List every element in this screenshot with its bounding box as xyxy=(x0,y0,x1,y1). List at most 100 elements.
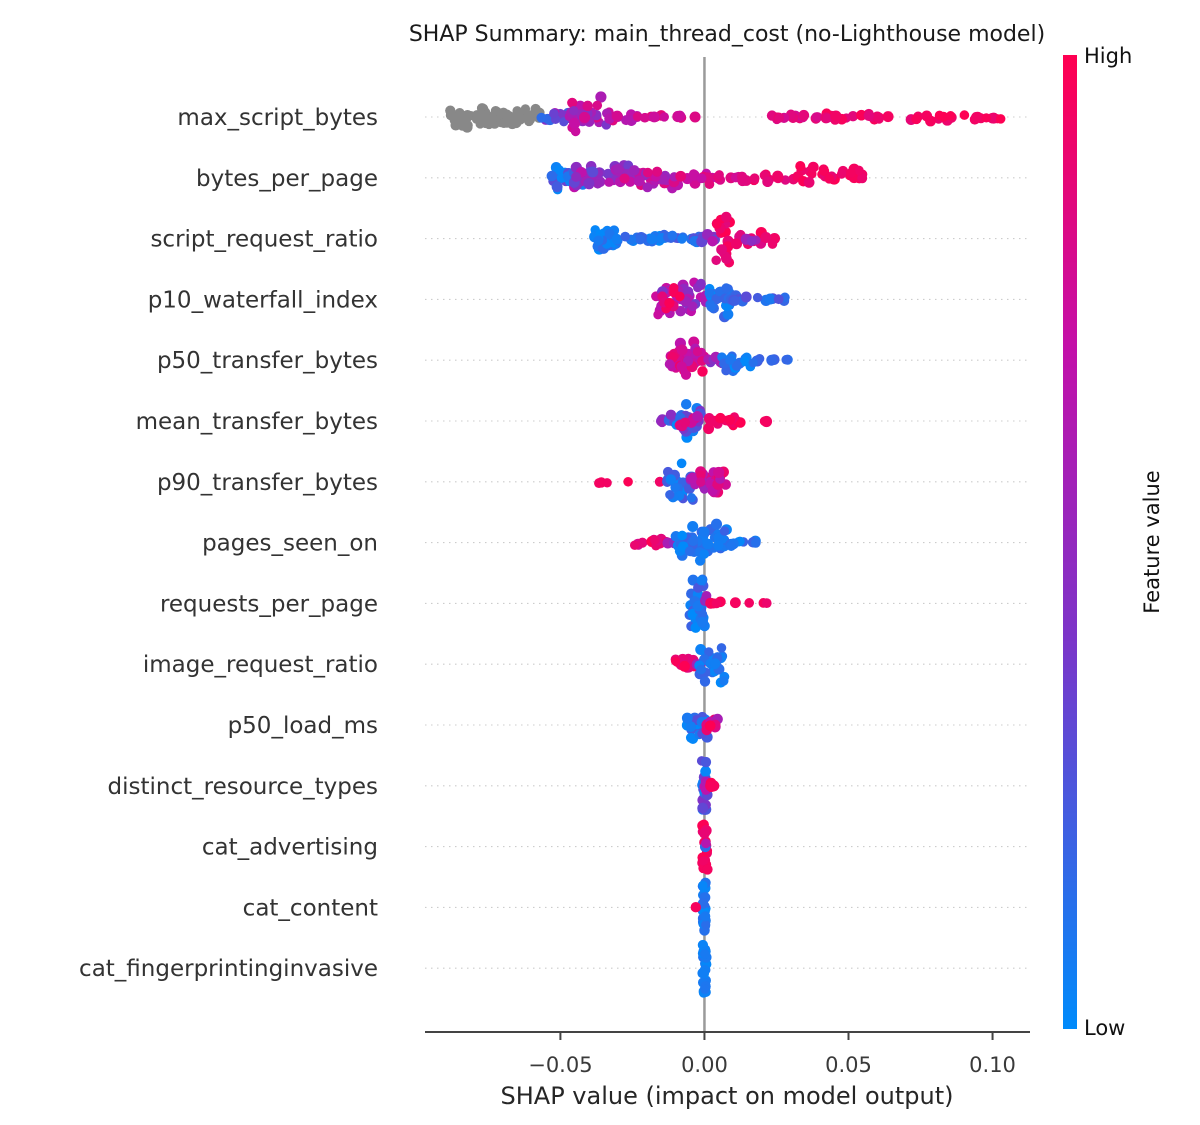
beeswarm-point xyxy=(687,301,698,312)
beeswarm-point xyxy=(692,346,703,357)
beeswarm-point xyxy=(759,416,770,426)
beeswarm-point xyxy=(911,113,922,125)
beeswarm-point xyxy=(659,112,669,122)
beeswarm-point xyxy=(445,110,456,121)
beeswarm-point xyxy=(845,168,856,179)
beeswarm-point xyxy=(697,802,709,814)
beeswarm-point xyxy=(579,111,591,123)
beeswarm-point xyxy=(454,118,466,129)
beeswarm-point xyxy=(680,398,692,410)
beeswarm-point xyxy=(635,234,646,245)
beeswarm-point xyxy=(772,170,784,182)
beeswarm-point xyxy=(724,414,736,426)
beeswarm-point xyxy=(934,110,945,121)
x-tick-label: 0.05 xyxy=(825,1053,872,1077)
beeswarm-point xyxy=(592,100,603,111)
beeswarm-point xyxy=(738,173,749,184)
beeswarm-point xyxy=(701,838,711,849)
beeswarm-point xyxy=(520,104,531,114)
x-tick-label: 0.10 xyxy=(969,1053,1016,1077)
beeswarm-point xyxy=(654,476,665,487)
beeswarm-point xyxy=(722,308,734,320)
colorbar-title: Feature value xyxy=(1140,470,1164,614)
beeswarm-point xyxy=(740,356,750,367)
beeswarm-point xyxy=(633,175,645,187)
beeswarm-point xyxy=(729,597,741,609)
beeswarm-point xyxy=(688,536,699,547)
feature-label: p50_load_ms xyxy=(228,713,378,739)
beeswarm-point xyxy=(766,354,777,366)
beeswarm-point xyxy=(593,235,604,246)
beeswarm-point xyxy=(570,126,581,137)
beeswarm-point xyxy=(773,294,784,305)
beeswarm-point xyxy=(677,530,688,541)
beeswarm-point xyxy=(653,310,663,320)
beeswarm-point xyxy=(945,111,956,121)
beeswarm-point xyxy=(726,541,737,551)
beeswarm-point xyxy=(981,113,991,123)
beeswarm-point xyxy=(612,163,623,174)
beeswarm-point xyxy=(674,110,686,122)
beeswarm-point xyxy=(696,173,707,184)
beeswarm-point xyxy=(714,170,724,180)
beeswarm-point xyxy=(774,113,784,123)
beeswarm-point xyxy=(677,234,687,244)
x-tick-label: −0.05 xyxy=(528,1053,592,1077)
beeswarm-point xyxy=(705,781,716,792)
beeswarm-point xyxy=(690,901,702,913)
beeswarm-point xyxy=(642,167,653,178)
beeswarm-point xyxy=(611,110,623,122)
colorbar xyxy=(1063,55,1077,1029)
beeswarm-point xyxy=(669,283,679,293)
beeswarm-point xyxy=(721,283,732,293)
beeswarm-point xyxy=(698,856,709,866)
beeswarm-point xyxy=(667,230,678,241)
beeswarm-point xyxy=(698,526,710,538)
feature-label: p50_transfer_bytes xyxy=(157,348,378,374)
feature-label: cat_content xyxy=(243,895,378,921)
beeswarm-point xyxy=(702,538,714,550)
beeswarm-point xyxy=(689,111,701,123)
beeswarm-point xyxy=(699,827,710,839)
beeswarm-point xyxy=(719,676,729,686)
beeswarm-point xyxy=(676,361,687,372)
beeswarm-point xyxy=(611,233,623,245)
beeswarm-point xyxy=(664,297,675,309)
beeswarm-point xyxy=(692,410,703,422)
beeswarm-point xyxy=(711,598,722,609)
beeswarm-point xyxy=(687,574,699,586)
x-tick-label: 0.00 xyxy=(681,1053,728,1077)
beeswarm-point xyxy=(695,644,707,655)
beeswarm-point xyxy=(720,211,732,223)
beeswarm-point xyxy=(706,301,717,312)
beeswarm-point xyxy=(501,116,513,128)
beeswarm-point xyxy=(971,111,983,123)
beeswarm-point xyxy=(729,295,740,306)
beeswarm-point xyxy=(684,546,695,556)
feature-label: distinct_resource_types xyxy=(108,774,378,800)
beeswarm-point xyxy=(686,493,697,503)
beeswarm-point xyxy=(872,111,883,122)
beeswarm-point xyxy=(665,474,677,485)
beeswarm-point xyxy=(604,228,615,240)
beeswarm-point xyxy=(824,173,835,184)
beeswarm-point xyxy=(746,236,757,246)
beeswarm-point xyxy=(701,920,711,930)
beeswarm-point xyxy=(569,106,579,116)
beeswarm-point xyxy=(748,358,758,368)
beeswarm-point xyxy=(699,549,710,559)
beeswarm-point xyxy=(995,114,1006,124)
beeswarm-point xyxy=(687,520,699,533)
beeswarm-point xyxy=(856,109,867,121)
beeswarm-point xyxy=(700,984,710,995)
beeswarm-point xyxy=(681,712,693,724)
beeswarm-point xyxy=(697,366,708,377)
beeswarm-point xyxy=(713,466,725,478)
beeswarm-point xyxy=(675,305,686,317)
x-axis-label: SHAP value (impact on model output) xyxy=(500,1082,954,1110)
beeswarm-point xyxy=(730,238,743,250)
beeswarm-point xyxy=(687,472,699,484)
beeswarm-point xyxy=(836,169,847,179)
feature-label: max_script_bytes xyxy=(177,105,378,131)
